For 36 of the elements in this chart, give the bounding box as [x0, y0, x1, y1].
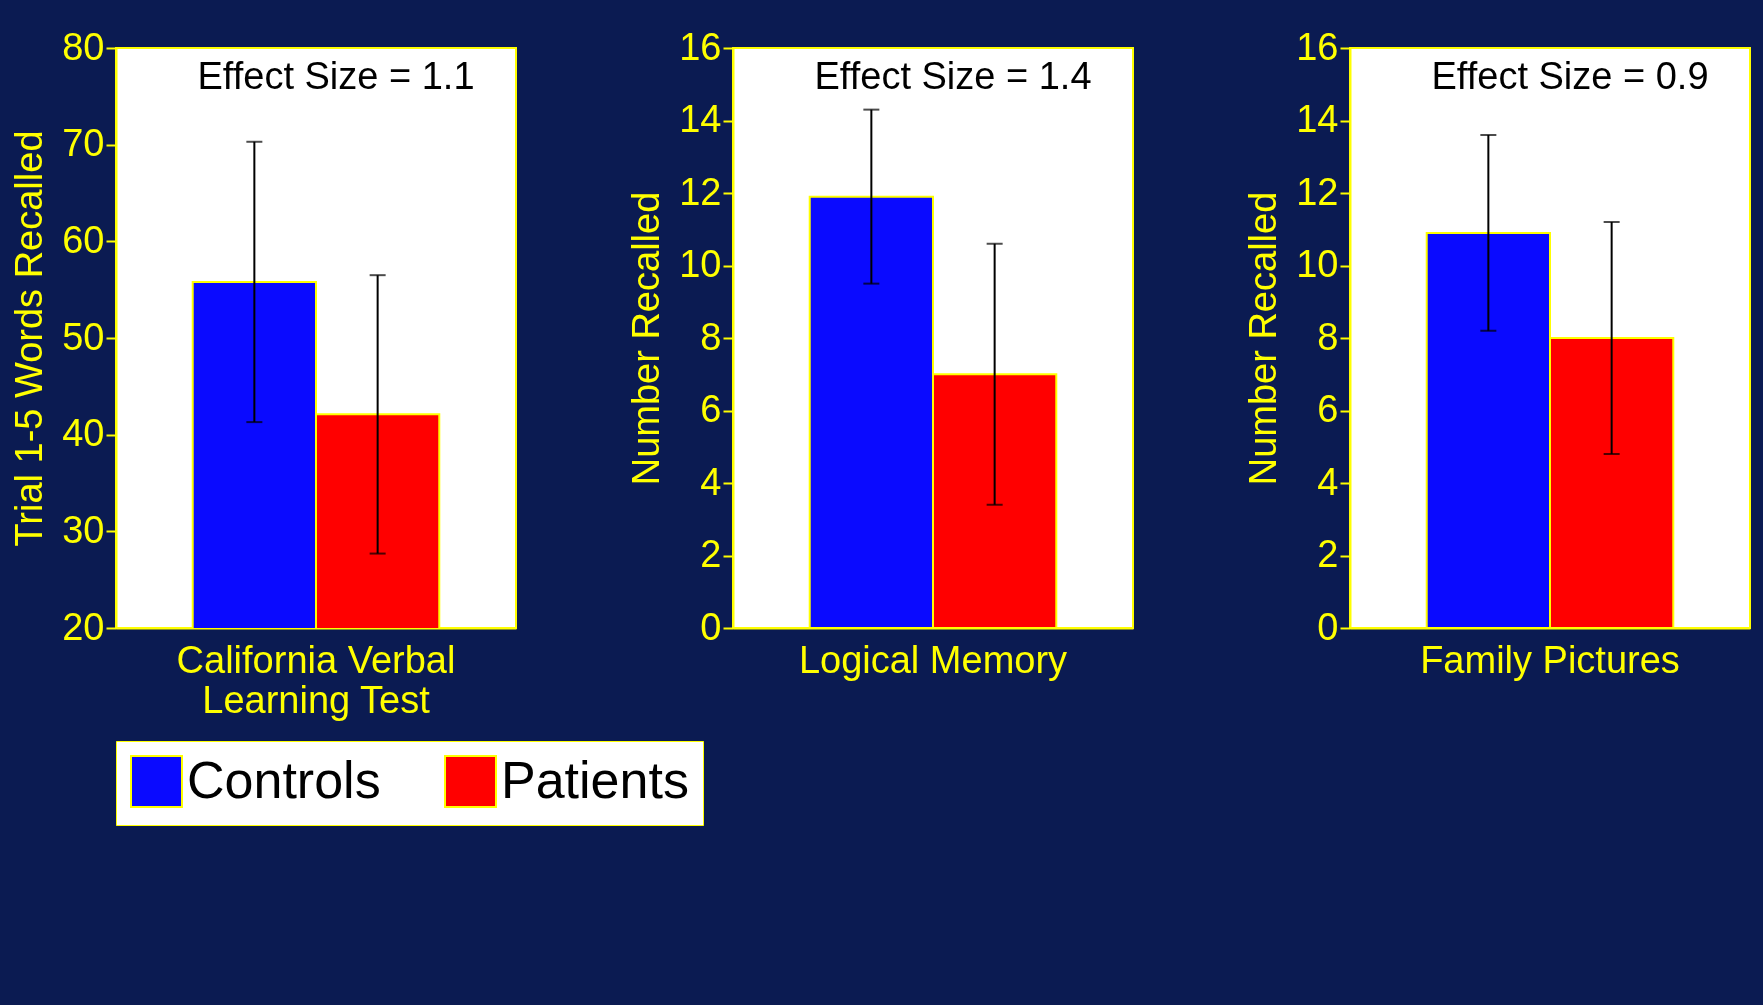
y-tick-label: 70	[62, 122, 105, 165]
y-tick-label: 80	[62, 25, 105, 68]
y-tick-label: 2	[700, 533, 722, 575]
x-tick-label: California Verbal Learning Test	[176, 638, 456, 721]
y-tick-label: 12	[1296, 170, 1339, 213]
y-tick-label: 4	[700, 460, 722, 503]
y-axis-title: Trial 1-5 Words Recalled	[8, 130, 51, 547]
y-tick-label: 50	[62, 315, 105, 358]
legend-label: Patients	[501, 750, 689, 809]
y-tick-label: 2	[1317, 533, 1339, 575]
annotation: Effect Size = 0.9	[1431, 55, 1709, 97]
y-tick-label: 6	[700, 388, 722, 430]
y-tick-label: 4	[1317, 460, 1339, 503]
y-tick-label: 12	[679, 170, 722, 213]
annotation: Effect Size = 1.4	[814, 55, 1092, 97]
y-tick-label: 30	[62, 508, 105, 551]
y-tick-label: 8	[1317, 315, 1339, 358]
legend-label: Controls	[187, 750, 381, 809]
y-tick-label: 60	[62, 218, 105, 261]
x-tick-label: Logical Memory	[798, 638, 1068, 681]
y-tick-label: 8	[700, 315, 722, 358]
y-tick-label: 16	[679, 25, 722, 68]
y-tick-label: 6	[1317, 388, 1339, 430]
y-tick-label: 14	[1296, 98, 1339, 140]
y-tick-label: 20	[62, 605, 105, 648]
x-tick-label: Family Pictures	[1420, 638, 1680, 681]
y-tick-label: 14	[679, 98, 722, 140]
annotation: Effect Size = 1.1	[197, 55, 475, 97]
y-axis-title: Number Recalled	[1242, 191, 1285, 486]
y-axis-title: Number Recalled	[625, 191, 668, 486]
y-tick-label: 10	[1296, 243, 1339, 285]
y-tick-label: 16	[1296, 25, 1339, 68]
y-tick-label: 0	[1317, 605, 1339, 648]
y-tick-label: 40	[62, 412, 105, 455]
y-tick-label: 0	[700, 605, 722, 648]
y-tick-label: 10	[679, 243, 722, 285]
